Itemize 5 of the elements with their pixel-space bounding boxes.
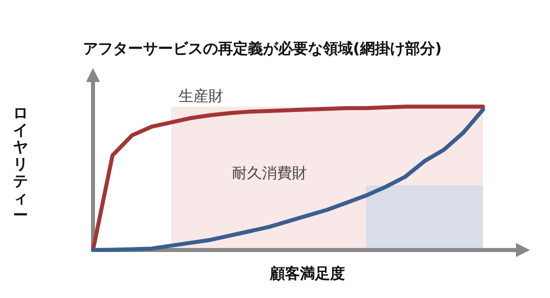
series-label: 生産財: [178, 86, 224, 105]
text: 耐久消費財: [232, 164, 307, 182]
chart-title: アフターサービスの再定義が必要な領域(網掛け部分): [83, 40, 442, 58]
x-axis-title: 顧客満足度: [269, 264, 345, 282]
y-axis-title: ロイヤリティー: [13, 104, 28, 224]
